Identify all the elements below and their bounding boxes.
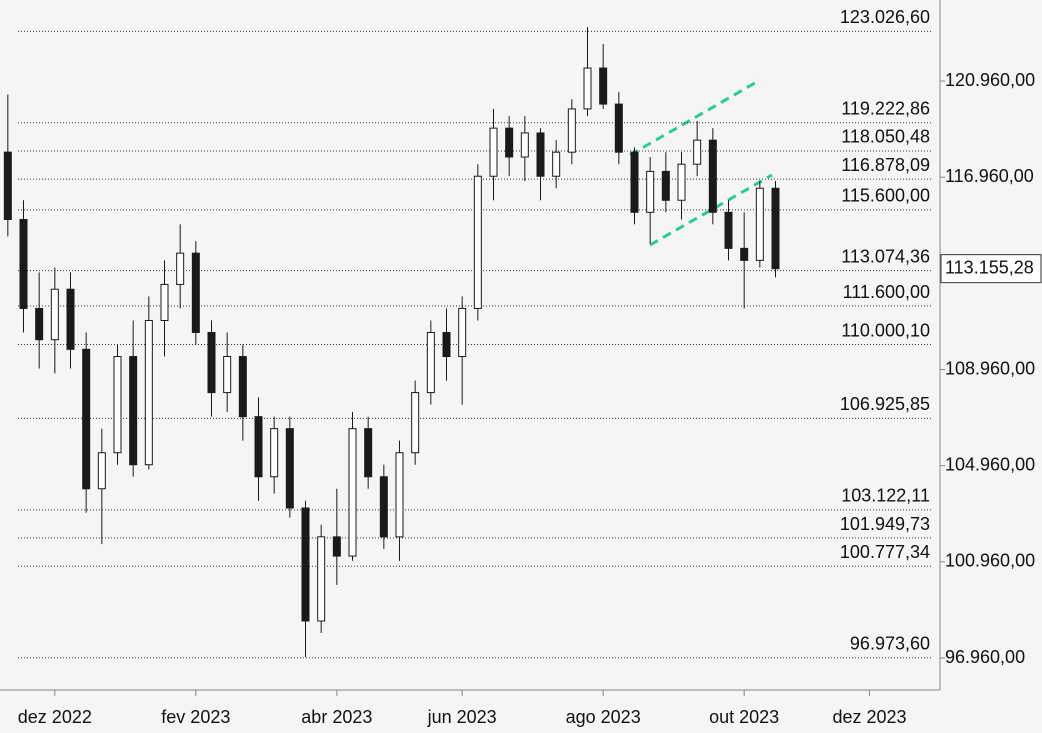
level-label: 116.878,09 <box>841 155 930 175</box>
level-label: 110.000,10 <box>841 320 930 340</box>
candle-body <box>677 163 686 201</box>
level-label: 100.777,34 <box>840 542 930 562</box>
candle-body <box>35 307 44 341</box>
level-label: 103.122,11 <box>841 486 930 506</box>
trend-channel <box>629 78 773 247</box>
x-tick-label: out 2023 <box>709 707 779 727</box>
candle-body <box>113 356 122 454</box>
x-tick-label: ago 2023 <box>566 707 641 727</box>
y-tick-label: 100.960,00 <box>945 551 1035 571</box>
candle-body <box>426 331 435 394</box>
candle-body <box>207 331 216 394</box>
candle-body <box>3 151 12 221</box>
candle-body <box>97 452 106 490</box>
candle-body <box>599 67 608 105</box>
candle-body <box>317 536 326 622</box>
candle-body <box>364 428 373 478</box>
candle-body <box>630 151 639 213</box>
candle-body <box>567 108 576 153</box>
candle-body <box>379 476 388 538</box>
x-tick-label: dez 2022 <box>18 707 92 727</box>
candle-body <box>505 127 514 158</box>
candle-body <box>614 103 623 153</box>
candle-body <box>301 507 310 622</box>
candle-body <box>646 170 655 213</box>
candle-body <box>238 356 247 418</box>
level-label: 96.973,60 <box>850 633 930 653</box>
y-tick-label: 120.960,00 <box>945 70 1035 90</box>
x-tick-label: dez 2023 <box>832 707 906 727</box>
candle-body <box>191 252 200 333</box>
level-label: 123.026,60 <box>840 7 930 27</box>
candle-body <box>755 187 764 261</box>
candle-body <box>395 452 404 538</box>
y-tick-label: 116.960,00 <box>945 166 1034 186</box>
candle-body <box>552 151 561 177</box>
candle-body <box>223 356 232 394</box>
level-label: 118.050,48 <box>841 127 930 147</box>
candle-body <box>661 170 670 201</box>
level-label: 106.925,85 <box>840 394 930 414</box>
y-tick-label: 104.960,00 <box>945 454 1035 474</box>
candle-body <box>19 219 28 309</box>
candle-body <box>442 331 451 358</box>
candle-body <box>473 175 482 309</box>
candle-body <box>536 132 545 177</box>
candle-body <box>348 428 357 557</box>
candle-body <box>66 288 75 350</box>
y-tick-label: 96.960,00 <box>945 647 1025 667</box>
candle-body <box>520 132 529 158</box>
candle-body <box>332 536 341 557</box>
candle-body <box>50 288 59 341</box>
candle-body <box>724 211 733 249</box>
candle-body <box>583 67 592 110</box>
candle-body <box>82 348 91 490</box>
candle-body <box>771 187 780 270</box>
candle-body <box>411 392 420 454</box>
last-price-box <box>940 254 1042 284</box>
trend-line <box>629 78 761 157</box>
candle-body <box>160 283 169 321</box>
y-tick-label: 108.960,00 <box>945 358 1035 378</box>
x-tick-label: abr 2023 <box>301 707 372 727</box>
candle-body <box>489 127 498 177</box>
candle-body <box>708 139 717 213</box>
candle-body <box>458 307 467 358</box>
candle-body <box>176 252 185 285</box>
level-label: 113.074,36 <box>841 246 930 266</box>
candle-body <box>144 319 153 466</box>
x-tick-label: fev 2023 <box>161 707 230 727</box>
level-label: 111.600,00 <box>843 282 930 302</box>
candle-body <box>270 428 279 478</box>
level-label: 119.222,86 <box>841 99 930 119</box>
candle-body <box>285 428 294 509</box>
candle-body <box>254 416 263 478</box>
trend-line <box>649 173 773 247</box>
last-price-label: 113.155,28 <box>945 257 1034 277</box>
x-tick-label: jun 2023 <box>427 707 497 727</box>
candle-body <box>693 139 702 165</box>
level-label: 115.600,00 <box>841 186 930 206</box>
candle-body <box>129 356 138 466</box>
candle-body <box>740 247 749 261</box>
level-label: 101.949,73 <box>840 514 930 534</box>
